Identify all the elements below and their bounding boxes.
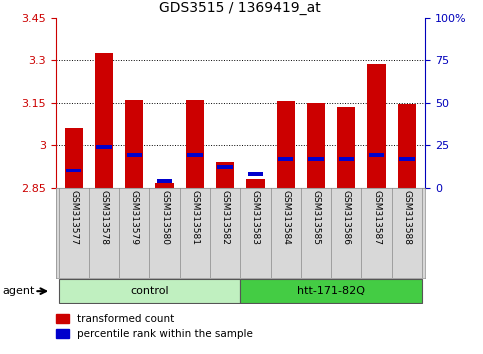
Text: GSM313580: GSM313580 [160,190,169,245]
Bar [157,179,172,183]
Text: control: control [130,286,169,296]
Bar [277,101,295,188]
Bar [307,103,325,188]
Bar [368,64,385,188]
Text: GSM313583: GSM313583 [251,190,260,245]
Bar [248,172,263,176]
Bar [369,154,384,157]
Bar [58,279,241,303]
Bar [308,157,324,161]
Bar [398,104,416,188]
Bar [187,154,202,157]
Text: GSM313578: GSM313578 [99,190,109,245]
Text: GSM313579: GSM313579 [130,190,139,245]
Bar [65,128,83,188]
Bar [337,107,355,188]
Text: GSM313584: GSM313584 [281,190,290,245]
Bar [96,145,112,149]
Bar [339,157,354,161]
Bar [241,279,422,303]
Text: agent: agent [3,286,35,296]
Text: htt-171-82Q: htt-171-82Q [297,286,365,296]
Text: GSM313581: GSM313581 [190,190,199,245]
Text: GSM313587: GSM313587 [372,190,381,245]
Bar [186,100,204,188]
Bar [156,183,174,188]
Bar [127,154,142,157]
Bar [216,162,234,188]
Bar [95,53,113,188]
Text: GSM313585: GSM313585 [312,190,321,245]
Bar [66,169,82,172]
Bar [278,157,294,161]
Text: GSM313577: GSM313577 [69,190,78,245]
Bar [217,165,233,169]
Text: GSM313588: GSM313588 [402,190,412,245]
Bar [399,157,414,161]
Bar [246,179,265,188]
Title: GDS3515 / 1369419_at: GDS3515 / 1369419_at [159,1,321,15]
Bar [125,100,143,188]
Text: GSM313586: GSM313586 [342,190,351,245]
Text: GSM313582: GSM313582 [221,190,229,245]
Legend: transformed count, percentile rank within the sample: transformed count, percentile rank withi… [52,310,257,343]
